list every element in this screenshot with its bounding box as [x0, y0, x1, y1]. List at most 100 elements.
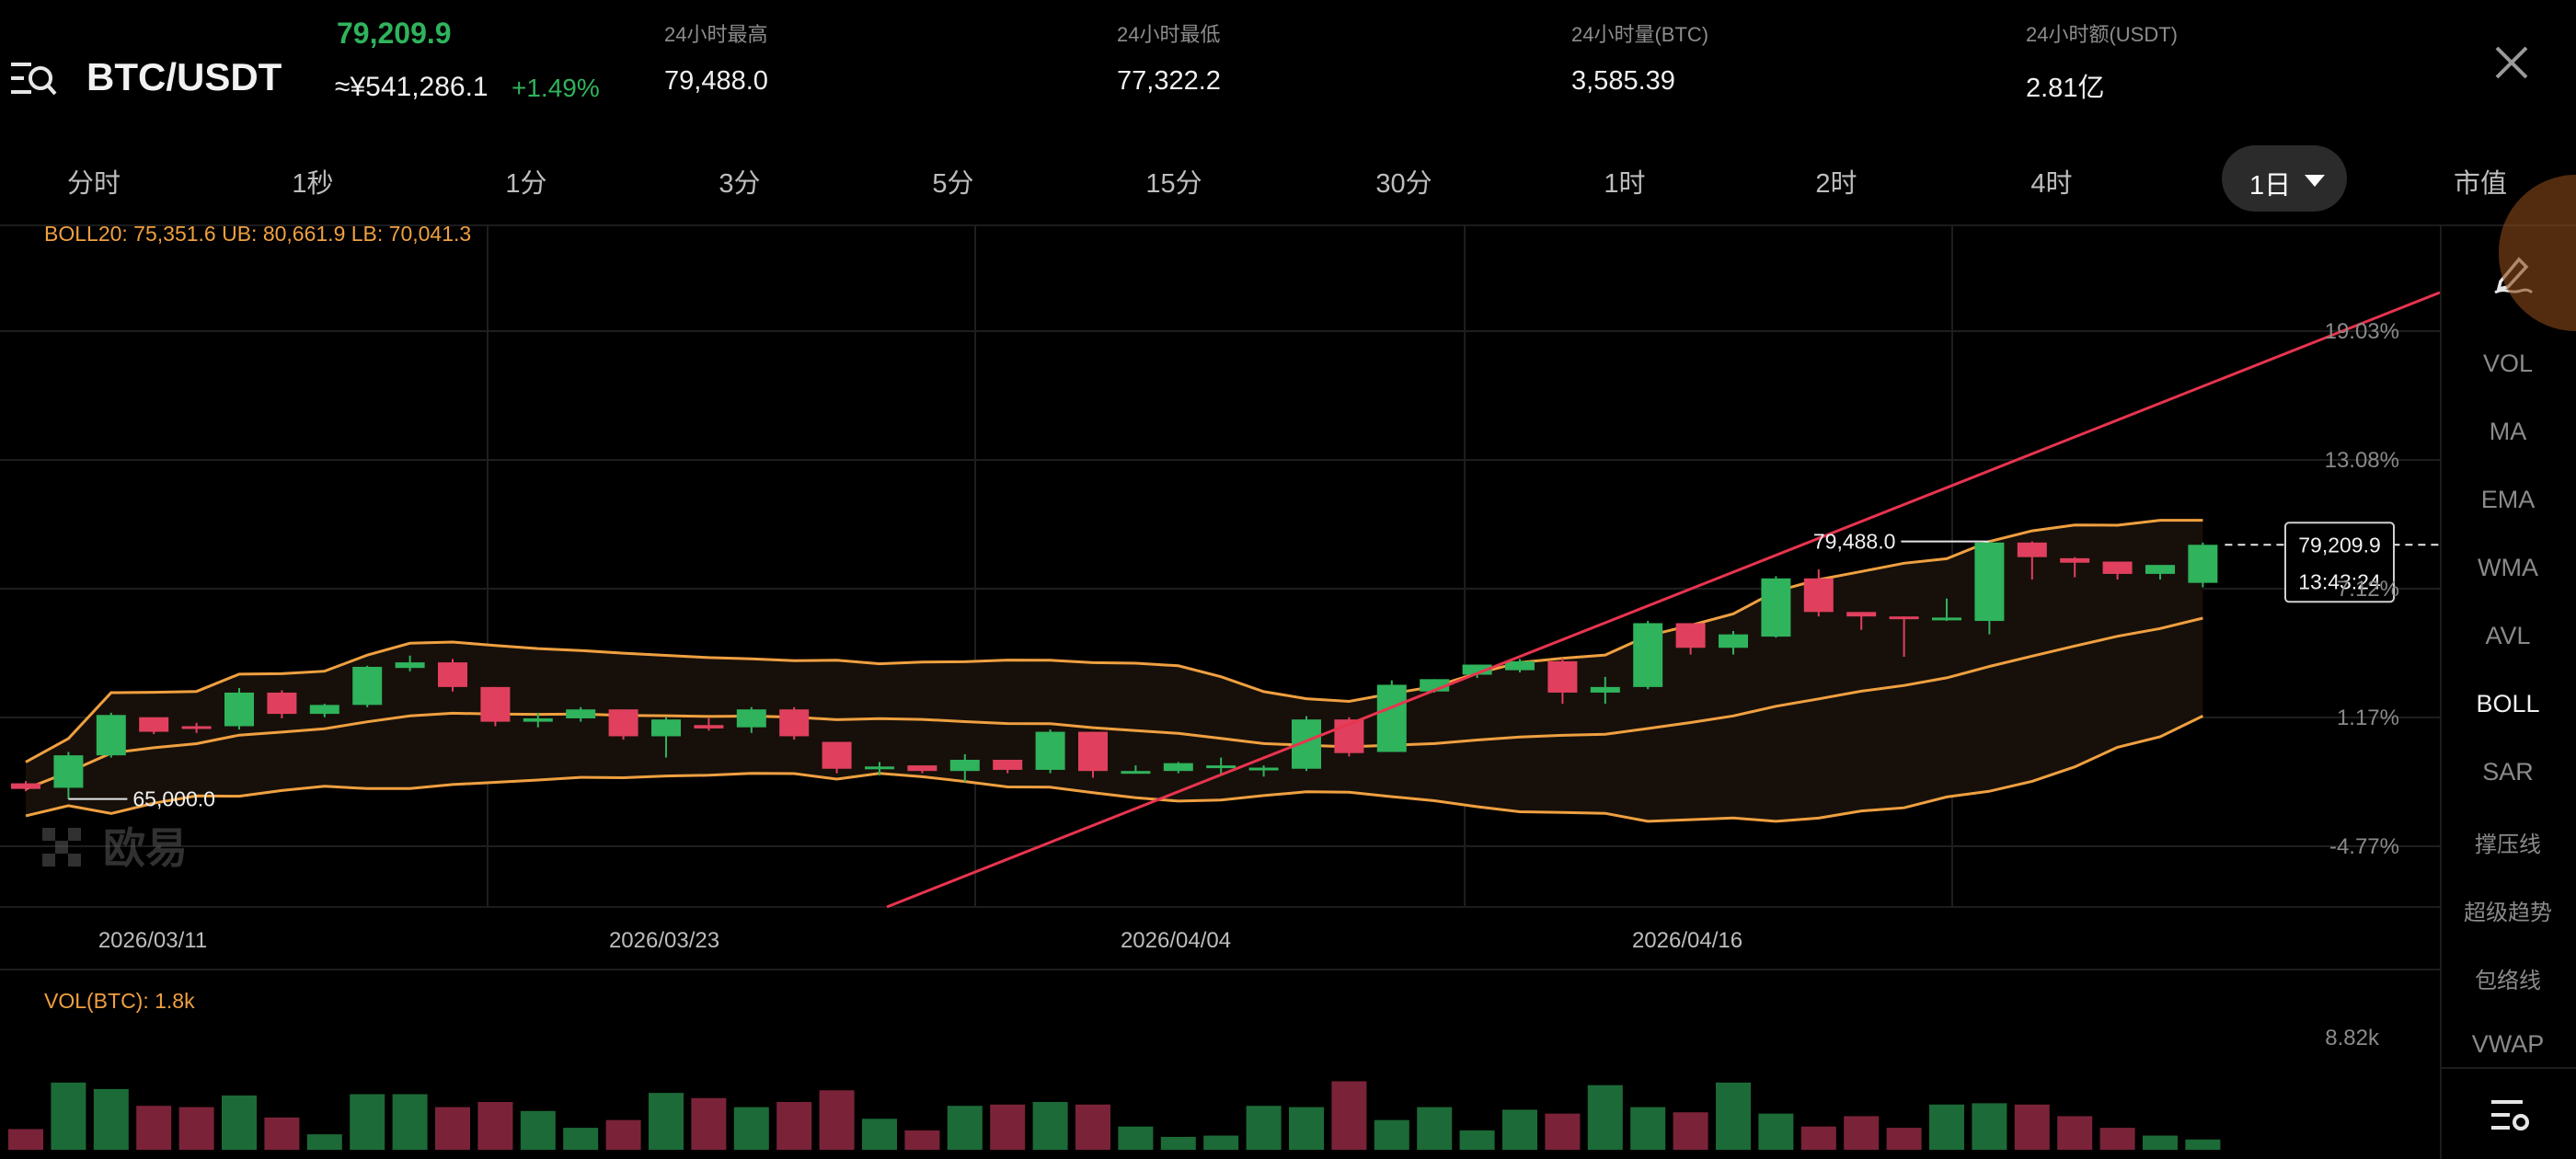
- axis-tick-label: 7.12%: [2337, 577, 2399, 602]
- volume-bar: [477, 1101, 513, 1150]
- stat-label-volume: 24小时量(BTC): [1571, 23, 1709, 46]
- candle: [949, 753, 980, 783]
- volume-bar: [51, 1082, 86, 1150]
- tab-timeframe-1m[interactable]: 1分: [505, 169, 547, 199]
- current-price-box: 79,209.9 13:43:24: [2284, 522, 2395, 603]
- candle-body: [1248, 767, 1279, 771]
- volume-bar: [1075, 1104, 1110, 1150]
- candle-body: [2102, 561, 2133, 574]
- tool-sar[interactable]: SAR: [2482, 758, 2534, 786]
- candle-body: [395, 662, 425, 669]
- volume-bar: [1289, 1107, 1324, 1150]
- tool-ema[interactable]: EMA: [2480, 486, 2536, 513]
- candle: [736, 706, 766, 733]
- tab-timeframe-fenshi[interactable]: 分时: [66, 169, 121, 199]
- candle-body: [11, 783, 40, 789]
- close-icon[interactable]: [2493, 44, 2530, 81]
- volume-bar: [2014, 1104, 2050, 1150]
- tab-timeframe-30m[interactable]: 30分: [1375, 169, 1432, 199]
- indicator-toolbar: [2440, 226, 2576, 1159]
- tool-wma[interactable]: WMA: [2478, 554, 2538, 581]
- candle-body: [1078, 731, 1108, 772]
- candle-body: [865, 766, 894, 770]
- tab-timeframe-5m[interactable]: 5分: [932, 169, 974, 199]
- candle-body: [1803, 578, 1834, 613]
- menu-search-icon[interactable]: [7, 53, 59, 105]
- tool-boll[interactable]: BOLL: [2476, 690, 2540, 717]
- candle-body: [993, 760, 1023, 770]
- tab-timeframe-1d-dropdown[interactable]: 1日: [2222, 145, 2347, 212]
- tab-timeframe-15m[interactable]: 15分: [1145, 169, 1202, 199]
- volume-axis-tick: 8.82k: [2325, 1026, 2380, 1050]
- candle: [608, 709, 638, 740]
- boll-middle-line: [25, 616, 2203, 791]
- boll-band-fill: [26, 520, 2203, 821]
- candle: [1675, 623, 1706, 655]
- candle-body: [267, 692, 297, 715]
- candle-body: [949, 760, 980, 772]
- boll-lower-line: [25, 715, 2204, 823]
- volume-bar: [1417, 1107, 1453, 1150]
- candle-body: [566, 709, 596, 718]
- volume-bar: [93, 1088, 129, 1150]
- volume-bar: [776, 1101, 812, 1150]
- candle-body: [224, 692, 254, 727]
- stat-value-volume: 3,585.39: [1571, 66, 1675, 96]
- candle: [1248, 765, 1279, 777]
- candle: [523, 712, 553, 728]
- indicator-settings-icon[interactable]: [2488, 1093, 2532, 1137]
- watermark: 欧易: [42, 824, 188, 872]
- low-price-label: 65,000.0: [132, 787, 215, 811]
- candle: [181, 722, 212, 733]
- candle-body: [779, 709, 810, 737]
- volume-bar: [947, 1106, 983, 1150]
- candle-body: [1505, 660, 1535, 671]
- volume-bar: [435, 1107, 470, 1150]
- tab-timeframe-2h[interactable]: 2时: [1815, 169, 1857, 199]
- candlestick-chart[interactable]: 欧易 BOLL20: 75,351.6 UB: 80,661.9 LB: 70,…: [0, 226, 2440, 1159]
- date-tick-label: 2026/03/11: [98, 928, 207, 953]
- candle: [1121, 765, 1151, 775]
- candle: [2145, 565, 2175, 580]
- candle: [1505, 659, 1535, 673]
- volume-bar: [1844, 1116, 1880, 1150]
- tab-timeframe-4h[interactable]: 4时: [2030, 169, 2073, 199]
- trading-pair-title[interactable]: BTC/USDT: [86, 55, 282, 98]
- tool-vwap[interactable]: VWAP: [2471, 1030, 2545, 1058]
- tool-ma[interactable]: MA: [2489, 418, 2527, 445]
- tool-vol[interactable]: VOL: [2482, 350, 2534, 377]
- tool-envelope[interactable]: 包络线: [2475, 969, 2541, 993]
- tool-support-resistance[interactable]: 撑压线: [2475, 832, 2541, 857]
- candle: [865, 762, 894, 776]
- candle: [352, 665, 383, 707]
- candle: [1376, 680, 1407, 752]
- tool-supertrend[interactable]: 超级趋势: [2464, 901, 2552, 925]
- candle-body: [1675, 623, 1706, 648]
- volume-bar: [904, 1130, 940, 1150]
- tab-timeframe-1h[interactable]: 1时: [1604, 169, 1646, 199]
- candle: [1547, 658, 1578, 705]
- candle-body: [1121, 771, 1151, 775]
- candle-body: [651, 719, 681, 737]
- volume-bar: [1203, 1135, 1239, 1150]
- volume-bar: [1374, 1119, 1409, 1150]
- tab-timeframe-3m[interactable]: 3分: [719, 169, 761, 199]
- watermark-text: 欧易: [103, 824, 188, 872]
- tab-market-cap[interactable]: 市值: [2453, 169, 2507, 199]
- tool-avl[interactable]: AVL: [2485, 622, 2531, 649]
- volume-bar: [1972, 1103, 2007, 1150]
- date-tick-label: 2026/04/04: [1121, 928, 1231, 953]
- volume-bar: [605, 1119, 641, 1150]
- volume-bar: [222, 1095, 257, 1150]
- candle-body: [608, 709, 638, 737]
- candle-body: [1719, 634, 1748, 648]
- candle-body: [2017, 542, 2047, 557]
- tab-timeframe-1s[interactable]: 1秒: [292, 169, 334, 199]
- candle-body: [2145, 565, 2175, 574]
- date-axis: 2026/03/11 2026/03/23 2026/04/04 2026/04/16: [98, 928, 1742, 953]
- candle-body: [1206, 765, 1236, 769]
- candle-body: [438, 662, 467, 687]
- volume-bar: [1545, 1113, 1581, 1150]
- volume-bar: [1673, 1112, 1708, 1150]
- candle: [779, 706, 810, 740]
